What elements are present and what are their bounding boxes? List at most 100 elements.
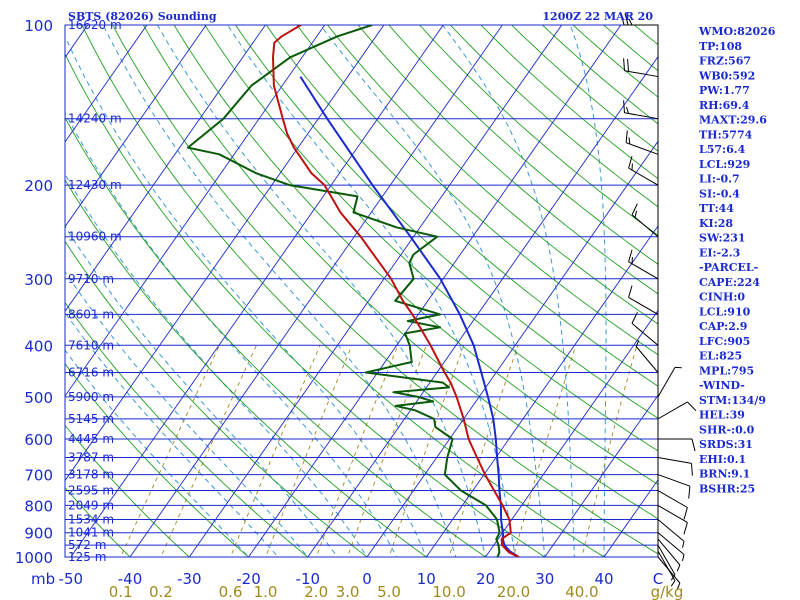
mixing-ratio-tick-label: 3.0 <box>336 583 360 600</box>
mixing-ratio-line <box>581 345 638 557</box>
barb-flag <box>628 18 633 26</box>
mixing-ratio-line <box>388 345 465 557</box>
mixing-ratio-line <box>347 345 427 557</box>
index-entry: FRZ:567 <box>699 55 751 68</box>
dry-adiabat <box>81 25 605 557</box>
wind-barb <box>628 285 659 315</box>
mixing-ratio-line <box>265 345 353 557</box>
sounding-time: 1200Z 22 MAR 20 <box>542 10 653 23</box>
barb-shaft <box>657 490 688 508</box>
dry-adiabat <box>296 25 658 356</box>
mixing-ratio-line <box>513 345 577 557</box>
index-entry: KI:28 <box>699 217 733 230</box>
dry-adiabat <box>65 240 368 557</box>
height-label: 1534 m <box>68 513 114 527</box>
index-entry: EI:-2.3 <box>699 246 740 259</box>
index-entry: RH:69.4 <box>699 99 750 112</box>
barb-flag <box>627 58 629 72</box>
wind-barb <box>657 401 697 420</box>
height-label: 5900 m <box>68 390 114 404</box>
barb-shaft <box>628 261 659 280</box>
barb-shaft <box>628 296 659 315</box>
barb-shaft <box>624 70 659 78</box>
barb-flag <box>691 438 696 452</box>
height-label: 5145 m <box>68 412 114 426</box>
index-entry: STM:134/9 <box>699 394 766 407</box>
barb-shaft <box>657 519 685 542</box>
index-entry: TP:108 <box>699 40 742 53</box>
index-entry: -PARCEL- <box>699 261 758 274</box>
moist-adiabat <box>102 25 457 557</box>
dry-adiabat <box>65 179 428 557</box>
temperature-tick-label: -30 <box>177 570 202 588</box>
wind-barb <box>657 532 685 562</box>
wind-barb <box>657 438 696 452</box>
barb-shaft <box>657 505 688 523</box>
barb-shaft <box>635 346 659 373</box>
moist-adiabat <box>65 173 368 557</box>
barb-flag <box>628 249 633 262</box>
pressure-tick-label: 400 <box>24 337 53 355</box>
dry-adiabat <box>65 363 250 557</box>
index-entry: LCL:929 <box>699 158 750 171</box>
barb-flag <box>631 203 638 216</box>
barb-flag <box>670 580 676 587</box>
station-title: SBTS (82026) Sounding <box>68 10 217 23</box>
pressure-unit-label: mb <box>31 570 55 588</box>
index-entry: LCL:910 <box>699 305 751 318</box>
index-entry: SRDS:31 <box>699 438 753 451</box>
index-entry: TH:5774 <box>699 128 753 141</box>
moist-adiabats <box>65 25 607 557</box>
barb-flag <box>691 463 693 476</box>
mixing-ratio-tick-label: 0.2 <box>149 583 173 600</box>
height-label: 3787 m <box>68 451 114 465</box>
wind-barb <box>657 519 685 548</box>
barb-flag <box>634 210 638 218</box>
temperature-tick-label: -40 <box>118 570 143 588</box>
bottom-axis: -50 -40 -30 -20 -10 0 10 20 30 40 C 0.1 0.2 0.6 1.0 2.0… <box>59 570 684 600</box>
dry-adiabat <box>388 25 658 265</box>
index-entry: L57:6.4 <box>699 143 746 156</box>
dry-adiabats <box>65 25 658 557</box>
wind-barb <box>657 538 681 572</box>
barb-flag <box>676 582 681 590</box>
dry-adiabat <box>65 116 487 557</box>
index-entry: TT:44 <box>699 202 734 215</box>
wind-barb <box>625 130 659 155</box>
barb-flag <box>628 156 633 169</box>
index-entry: MPL:795 <box>699 364 754 377</box>
mixing-ratio-tick-label: 40.0 <box>565 583 598 600</box>
barb-flag <box>676 564 681 572</box>
mixing-ratio-tick-label: 20.0 <box>497 583 530 600</box>
wind-barb <box>657 366 682 398</box>
index-entry: SHR-:0.0 <box>699 423 755 436</box>
barb-shaft <box>631 214 659 238</box>
pressure-tick-label: 1000 <box>15 549 53 567</box>
isotherm <box>65 25 385 482</box>
height-label: 6716 m <box>68 366 114 380</box>
barb-flag <box>620 12 625 26</box>
wind-barb <box>623 100 659 120</box>
isotherm <box>65 25 207 228</box>
barb-flag <box>683 522 688 535</box>
mixing-ratio-tick-label: g/kg <box>651 583 684 600</box>
barb-flag <box>624 12 629 26</box>
wind-barb <box>657 474 691 499</box>
barb-shaft <box>628 167 659 186</box>
temperature-tick-label: -10 <box>296 570 321 588</box>
moist-adiabat <box>65 270 309 557</box>
barb-flag <box>626 106 629 114</box>
barb-flag <box>623 100 625 113</box>
barb-flag <box>687 401 697 412</box>
dry-adiabat <box>65 424 190 557</box>
barb-flag <box>628 285 633 298</box>
moist-adiabat <box>157 25 487 557</box>
barb-shaft <box>657 401 688 420</box>
isotherm <box>65 25 266 313</box>
height-label: 16620 m <box>68 18 122 32</box>
index-entry: BSHR:25 <box>699 482 755 495</box>
sounding-profiles <box>186 25 520 557</box>
